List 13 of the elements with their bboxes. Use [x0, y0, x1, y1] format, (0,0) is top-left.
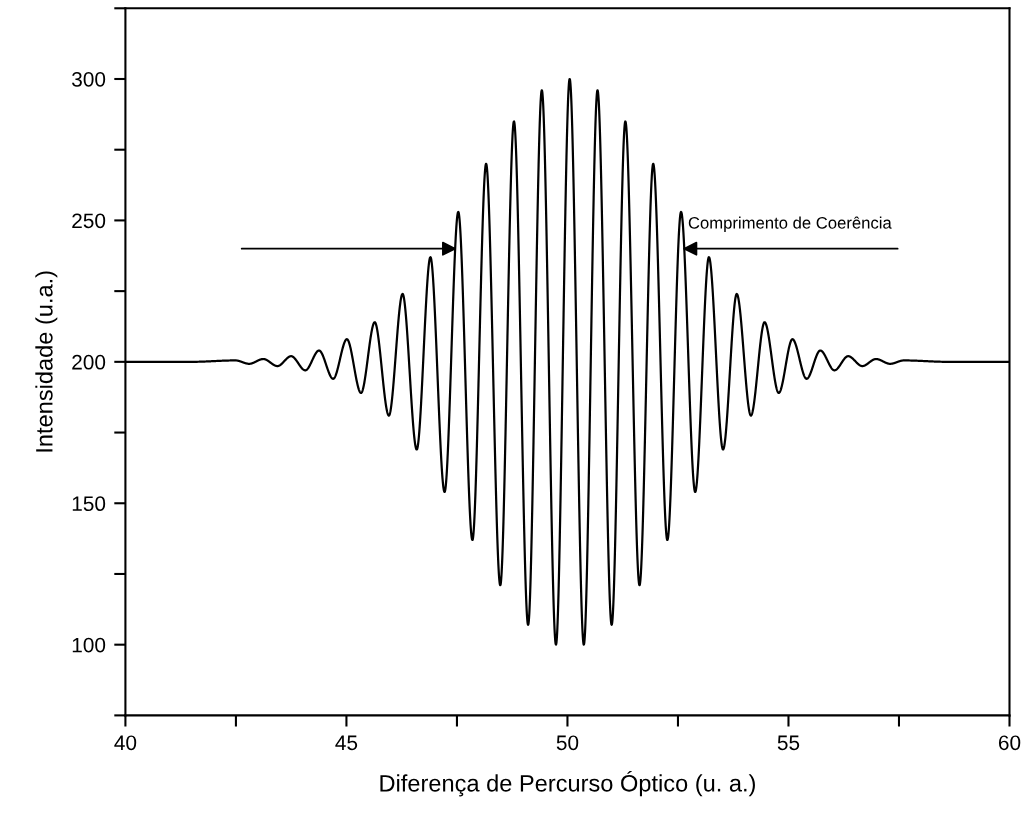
x-tick-label: 50	[556, 735, 579, 751]
x-tick-label: 45	[335, 735, 358, 751]
y-axis-title: Intensidade (u.a.)	[35, 271, 58, 452]
annotation: Comprimento de Coerência	[688, 216, 892, 233]
y-tick-label: 200	[72, 354, 106, 370]
y-tick-label: 250	[72, 213, 106, 229]
x-axis-title: Diferença de Percurso Óptico (u. a.)	[380, 770, 755, 797]
x-tick-label: 40	[114, 735, 137, 751]
y-tick-label: 100	[72, 637, 106, 653]
x-tick-label: 60	[998, 735, 1021, 751]
y-tick-label: 150	[72, 496, 106, 512]
y-tick-label: 300	[72, 71, 106, 87]
x-tick-label: 55	[777, 735, 800, 751]
